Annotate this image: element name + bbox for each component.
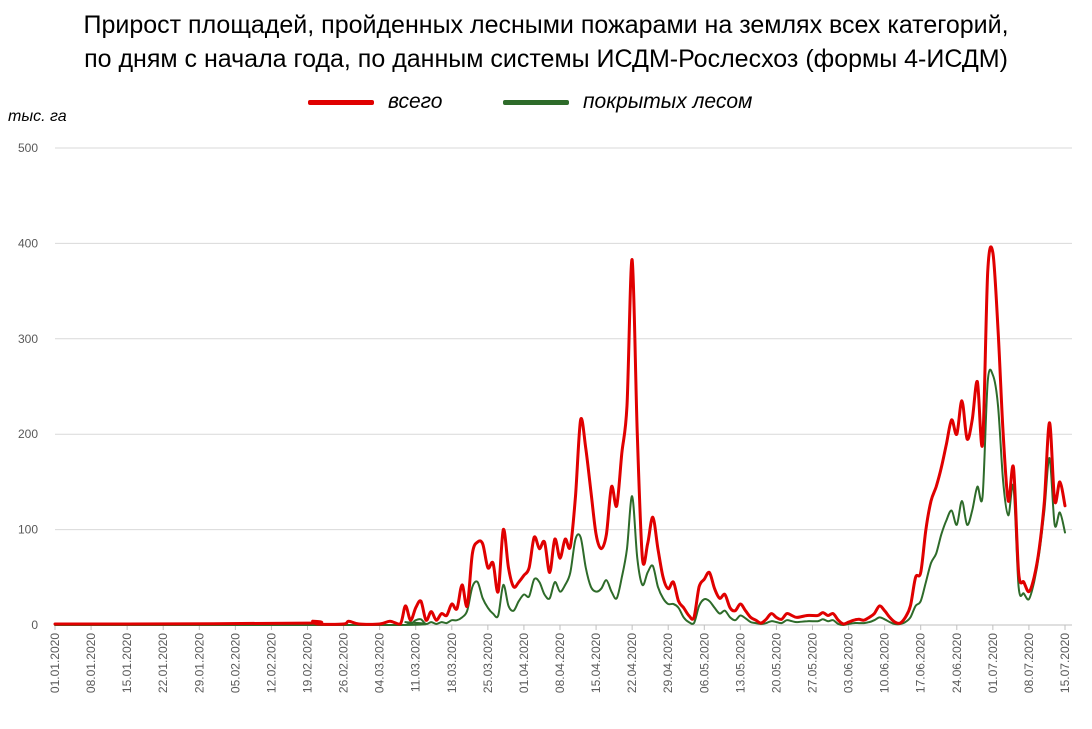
legend-swatch-forest xyxy=(503,99,569,105)
x-tick-label: 26.02.2020 xyxy=(337,633,351,693)
x-tick-label: 18.03.2020 xyxy=(445,633,459,693)
y-tick-label: 400 xyxy=(18,236,38,250)
x-tick-label: 01.04.2020 xyxy=(517,633,531,693)
x-tick-label: 24.06.2020 xyxy=(950,633,964,693)
x-tick-label: 20.05.2020 xyxy=(769,633,783,693)
x-tick-label: 12.02.2020 xyxy=(264,633,278,693)
chart-title-line-2: по дням с начала года, по данным системы… xyxy=(84,45,1008,73)
x-tick-label: 15.07.2020 xyxy=(1058,633,1072,693)
x-tick-label: 22.04.2020 xyxy=(625,633,639,693)
chart-title: Прирост площадей, пройденных лесными пож… xyxy=(0,8,1092,76)
x-tick-label: 01.01.2020 xyxy=(48,633,62,693)
y-tick-label: 100 xyxy=(18,523,38,537)
x-tick-label: 11.03.2020 xyxy=(409,633,423,692)
x-tick-label: 15.04.2020 xyxy=(589,633,603,693)
y-tick-label: 500 xyxy=(18,141,38,155)
x-tick-label: 13.05.2020 xyxy=(733,633,747,693)
chart-title-line-1: Прирост площадей, пройденных лесными пож… xyxy=(83,11,1009,39)
y-tick-label: 200 xyxy=(18,427,38,441)
series-line-total xyxy=(53,245,1067,626)
x-tick-label: 01.07.2020 xyxy=(986,633,1000,693)
x-tick-label: 27.05.2020 xyxy=(806,633,820,693)
legend-label-total: всего xyxy=(388,90,443,113)
x-tick-label: 08.07.2020 xyxy=(1022,633,1036,693)
x-tick-label: 17.06.2020 xyxy=(914,633,928,693)
x-tick-label: 10.06.2020 xyxy=(878,633,892,693)
series-line-forest xyxy=(54,368,1066,627)
chart-legend: всего покрытых лесом xyxy=(0,90,1092,116)
legend-swatch-total xyxy=(308,99,374,105)
y-axis-unit-label: тыс. га xyxy=(8,108,67,125)
legend-label-forest: покрытых лесом xyxy=(583,90,753,113)
x-tick-label: 29.04.2020 xyxy=(661,633,675,693)
x-tick-label: 05.02.2020 xyxy=(228,633,242,693)
x-tick-label: 08.01.2020 xyxy=(84,633,98,693)
y-tick-label: 300 xyxy=(18,332,38,346)
x-tick-label: 19.02.2020 xyxy=(301,633,315,693)
x-tick-label: 25.03.2020 xyxy=(481,633,495,693)
x-tick-label: 22.01.2020 xyxy=(156,633,170,693)
legend-item-total: всего xyxy=(308,90,442,114)
x-tick-label: 06.05.2020 xyxy=(697,633,711,693)
x-tick-label: 03.06.2020 xyxy=(842,633,856,693)
legend-item-forest: покрытых лесом xyxy=(503,90,752,114)
x-tick-label: 04.03.2020 xyxy=(373,633,387,693)
x-tick-label: 29.01.2020 xyxy=(192,633,206,693)
x-tick-label: 08.04.2020 xyxy=(553,633,567,693)
y-tick-label: 0 xyxy=(31,618,38,632)
x-tick-label: 15.01.2020 xyxy=(120,633,134,693)
